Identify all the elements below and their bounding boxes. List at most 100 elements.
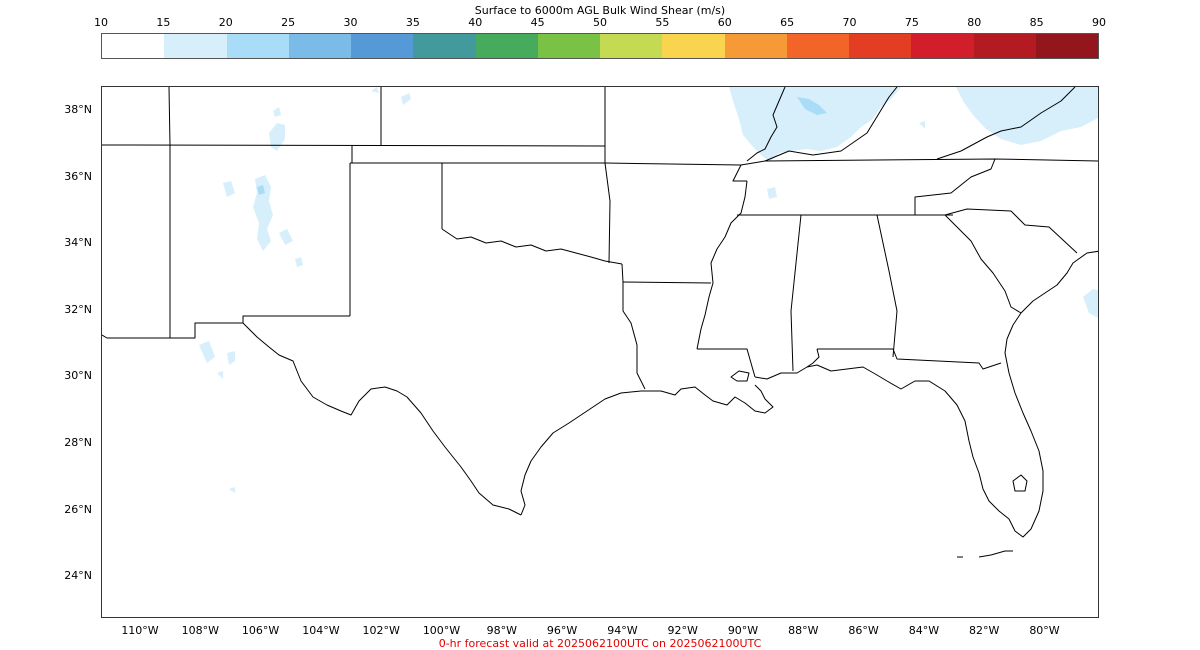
colorbar-tick-label: 55 (655, 16, 670, 29)
shading-region-colorado-1 (269, 123, 285, 151)
border-mo-ok-ar (604, 87, 611, 264)
border-tx-la (621, 263, 646, 390)
shading-region-mexico-dot (229, 487, 235, 493)
colorbar-tick-label: 40 (468, 16, 483, 29)
colorbar-tick-label: 15 (156, 16, 171, 29)
colorbar-title: Surface to 6000m AGL Bulk Wind Shear (m/… (474, 4, 726, 17)
wind-shear-shading-dark (257, 97, 827, 195)
colorbar-tick-label: 75 (904, 16, 919, 29)
border-ok-north (351, 146, 605, 164)
colorbar-swatch (537, 34, 600, 58)
longitude-label: 100°W (422, 624, 461, 637)
coast-keys (957, 550, 1013, 558)
colorbar-tick-label: 45 (530, 16, 545, 29)
border-al-fl (817, 348, 1002, 370)
border-ms-al (790, 214, 802, 372)
colorbar-swatch (413, 34, 476, 58)
longitude-label: 102°W (362, 624, 400, 637)
colorbar-swatch (226, 34, 289, 58)
coast-tx-gulf (520, 384, 774, 516)
latitude-label: 32°N (64, 302, 92, 316)
shading-region-nm-core (257, 185, 265, 195)
latitude-label: 30°N (64, 369, 92, 383)
longitude-label: 106°W (241, 624, 280, 637)
longitude-label: 88°W (788, 624, 819, 637)
border-panhandle-ok (350, 162, 443, 229)
border-nm-mexico (170, 315, 350, 339)
colorbar-tick-labels: 10 15 20 25 30 35 40 45 50 55 60 65 70 75 80 85 90 (0, 0, 1200, 40)
shading-region-nm-2 (223, 181, 235, 197)
shading-region-chihuahua-1 (199, 341, 215, 363)
latitude-label: 28°N (64, 436, 92, 449)
shading-region-kansas-small-1 (401, 93, 411, 105)
colorbar-tick-label: 25 (281, 16, 296, 29)
colorbar-tick-label: 50 (593, 16, 607, 29)
colorbar-tick-label: 85 (1029, 16, 1044, 29)
colorbar-swatch (288, 34, 351, 58)
border-ar-north (604, 162, 747, 182)
shading-region-chihuahua-2 (227, 351, 235, 365)
longitude-label: 104°W (302, 624, 340, 637)
colorbar-tick-label: 90 (1092, 16, 1106, 29)
colorbar-swatch (1035, 34, 1098, 58)
longitude-label: 86°W (848, 624, 879, 637)
latitude-label: 26°N (64, 502, 92, 516)
shading-region-illinois-core (797, 97, 827, 115)
shading-region-nm-4 (295, 257, 303, 267)
longitude-label: 92°W (667, 624, 698, 637)
shading-region-ky-dot (919, 121, 925, 129)
longitude-label: 84°W (908, 624, 940, 637)
shading-region-atlantic (1083, 289, 1098, 318)
colorbar-swatch (475, 34, 538, 58)
colorbar-tick-label: 80 (967, 16, 982, 29)
border-tn-north (740, 158, 1098, 166)
shading-region-nm-1 (253, 175, 273, 251)
coast-fl-panhandle (886, 312, 1044, 538)
border-al-ga (876, 214, 898, 358)
border-az-mexico (102, 334, 170, 339)
coast-sc-nc (1020, 250, 1098, 314)
forecast-valid-note: 0-hr forecast valid at 2025062100UTC on … (438, 637, 762, 650)
coast-lake-okeechobee (1012, 474, 1028, 492)
colorbar (101, 33, 1099, 59)
map-frame (101, 86, 1099, 618)
coastline (242, 250, 1098, 558)
latitude-label: 38°N (64, 103, 92, 116)
colorbar-tick-label: 35 (405, 16, 420, 29)
longitude-label: 108°W (181, 624, 219, 637)
colorbar-swatch (973, 34, 1036, 58)
colorbar-swatch (600, 34, 663, 58)
border-ar-la (622, 281, 712, 284)
border-nc-sc (944, 208, 1078, 254)
longitude-label: 80°W (1029, 624, 1060, 637)
latitude-label: 24°N (64, 569, 92, 583)
colorbar-tick-label: 20 (218, 16, 233, 29)
shading-region-colorado-2 (273, 107, 281, 117)
colorbar-tick-label: 10 (94, 16, 108, 29)
shading-region-kansas-small-2 (371, 87, 379, 93)
coast-la-ms-al (754, 364, 888, 382)
border-ga-sc (944, 214, 1022, 314)
longitude-label: 90°W (727, 624, 759, 637)
longitude-label: 94°W (607, 624, 638, 637)
latitude-label: 36°N (64, 169, 92, 183)
colorbar-tick-label: 65 (780, 16, 795, 29)
longitude-label: 96°W (546, 624, 578, 637)
border-la-ms (697, 348, 756, 378)
colorbar-swatch (849, 34, 912, 58)
colorbar-swatch (786, 34, 849, 58)
wind-shear-shading (199, 87, 1098, 493)
colorbar-swatch (911, 34, 974, 58)
longitude-label: 98°W (486, 624, 517, 637)
coast-tx-mexico (242, 322, 522, 516)
shading-region-kentucky-tn (956, 87, 1098, 145)
border-ky-north (764, 87, 898, 162)
map-canvas (102, 87, 1098, 558)
shading-region-chihuahua-3 (217, 371, 223, 379)
shading-region-nm-3 (279, 229, 293, 245)
border-red-river (441, 228, 623, 265)
colorbar-swatch (662, 34, 725, 58)
shading-region-ohio-valley (729, 87, 901, 161)
latitude-label: 34°N (64, 236, 92, 250)
shading-region-arkansas-dot (767, 187, 777, 199)
